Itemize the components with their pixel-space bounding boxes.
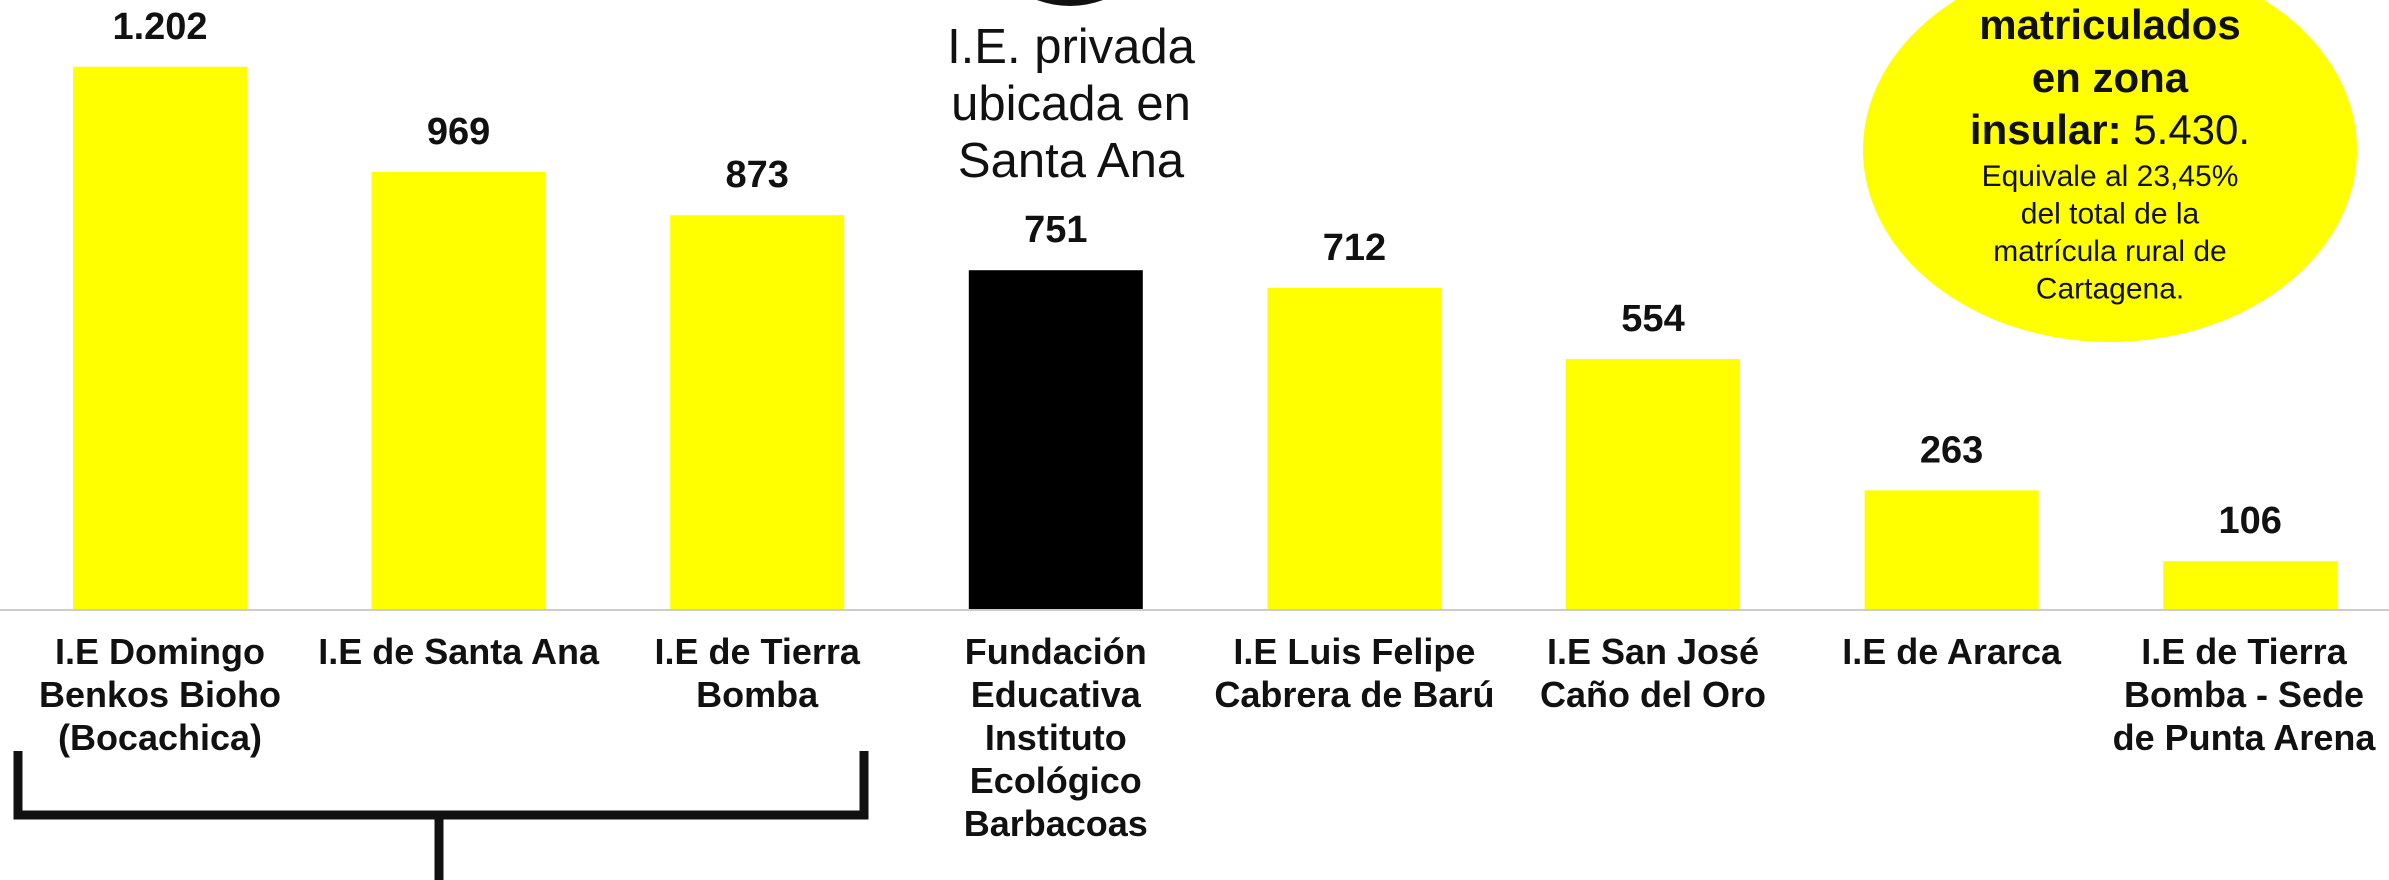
bubble-heading: matriculados — [1979, 1, 2240, 48]
value-label: 873 — [725, 154, 788, 196]
value-label: 554 — [1621, 298, 1684, 340]
bar — [371, 171, 546, 609]
bracket — [13, 751, 869, 880]
value-label: 106 — [2218, 500, 2281, 542]
category-label: I.E de Tierra Bomba — [654, 631, 860, 715]
category-label: I.E Luis Felipe Cabrera de Barú — [1214, 631, 1495, 715]
category-label: I.E de Ararca — [1842, 631, 2061, 672]
bar — [1267, 287, 1442, 609]
annotation-line: ubicada en — [951, 77, 1191, 131]
bar — [1864, 490, 2039, 609]
bubble-label: insular: — [1970, 106, 2133, 153]
bubble-heading: en zona — [2032, 54, 2189, 101]
bar — [2163, 561, 2338, 609]
value-label: 751 — [1024, 209, 1087, 251]
category-label: Fundación Educativa Instituto Ecológico … — [963, 631, 1148, 844]
bubble-note: Cartagena. — [2036, 272, 2184, 305]
bubble-note: Equivale al 23,45% — [1982, 160, 2239, 193]
bubble-note: del total de la — [2021, 197, 2200, 230]
book-icon — [1036, 0, 1104, 6]
bar — [1566, 359, 1740, 609]
category-label: I.E Domingo Benkos Bioho (Bocachica) — [38, 631, 281, 758]
value-label: 263 — [1920, 429, 1983, 471]
bubble-note: matrícula rural de — [1993, 235, 2226, 268]
bar — [73, 66, 247, 609]
bar — [670, 215, 845, 609]
category-label: I.E San José Caño del Oro — [1539, 631, 1767, 715]
value-label: 1.202 — [112, 6, 207, 48]
bubble-value: 5.430. — [2133, 106, 2250, 153]
category-label: I.E de Santa Ana — [318, 631, 599, 672]
bubble — [1863, 0, 2357, 342]
annotation-line: I.E. privada — [947, 20, 1196, 74]
value-label: 969 — [427, 111, 490, 153]
category-label: I.E de Tierra Bomba - Sede de Punta Aren… — [2112, 631, 2376, 758]
bar — [968, 270, 1143, 609]
value-label: 712 — [1323, 227, 1386, 269]
bubble-total: insular: 5.430. — [1970, 106, 2250, 153]
annotation-line: Santa Ana — [958, 134, 1185, 188]
